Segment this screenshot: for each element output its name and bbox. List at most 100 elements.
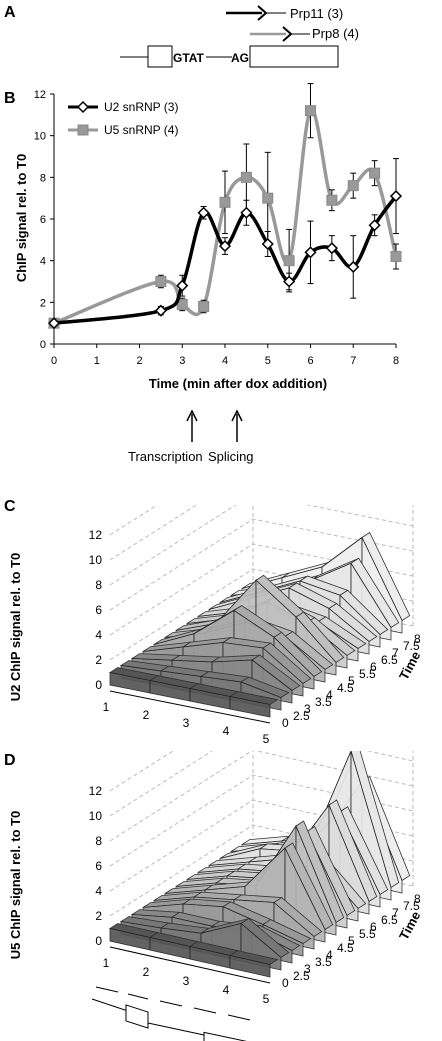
depth-tick-label: 4 xyxy=(326,688,333,702)
z-tick-label: 6 xyxy=(95,859,102,873)
c-y-axis-label: U2 ChIP signal rel. to T0 xyxy=(8,553,23,702)
ribbons xyxy=(108,751,411,978)
data-point xyxy=(368,219,381,232)
data-point xyxy=(283,255,295,267)
data-point xyxy=(389,190,403,203)
depth-tick-label: 7.5 xyxy=(403,899,420,913)
depth-tick-label: 5.5 xyxy=(359,667,376,681)
gene-structure: GTAT AG xyxy=(120,45,339,68)
z-tick-label: 2 xyxy=(95,909,102,923)
data-point xyxy=(218,240,232,253)
b-y-tick-label: 10 xyxy=(34,131,46,143)
probe-prp8-label: Prp8 (4) xyxy=(312,26,359,41)
z-tick-label: 8 xyxy=(95,578,102,592)
x-tick-label: 3 xyxy=(183,716,190,730)
depth-tick-label: 8 xyxy=(414,892,421,906)
legend-u2: U2 snRNP (3) xyxy=(104,100,178,114)
b-x-tick-label: 5 xyxy=(265,355,271,367)
legend-u5: U5 snRNP (4) xyxy=(104,123,178,137)
b-x-tick-label: 6 xyxy=(307,355,313,367)
data-point xyxy=(240,171,252,183)
depth-tick-label: 5.5 xyxy=(359,927,376,941)
z-tick-label: 10 xyxy=(89,553,103,567)
depth-tick-label: 6 xyxy=(370,660,377,674)
ribbons xyxy=(108,532,411,718)
depth-tick-label: 8 xyxy=(414,632,421,646)
x-tick-label: 5 xyxy=(263,992,270,1006)
depth-tick-label: 7.5 xyxy=(403,639,420,653)
exon-2 xyxy=(249,45,339,68)
z-tick-label: 4 xyxy=(95,884,102,898)
x-tick-label: 3 xyxy=(183,974,190,988)
data-point xyxy=(198,301,210,312)
x-tick-label: 2 xyxy=(143,965,150,979)
series-u2 xyxy=(47,158,403,330)
x-axis-line xyxy=(109,690,271,724)
data-point xyxy=(347,260,360,273)
b-x-tick-label: 3 xyxy=(179,355,185,367)
ribbon-side xyxy=(229,696,271,718)
data-point xyxy=(347,180,359,192)
annotation-splicing: Splicing xyxy=(208,449,254,464)
z-tick-label: 2 xyxy=(95,653,102,667)
b-y-tick-label: 8 xyxy=(40,172,46,184)
data-point xyxy=(219,196,231,208)
depth-tick-label: 2.5 xyxy=(293,709,310,723)
depth-tick-label: 3 xyxy=(304,702,311,716)
x-axis: 1 2 3 4 5 xyxy=(103,690,271,746)
x-tick-label: 1 xyxy=(103,700,110,714)
grid-line xyxy=(109,518,414,611)
b-x-tick-label: 8 xyxy=(393,355,399,367)
probe-prp11-label: Prp11 (3) xyxy=(290,6,343,21)
grid-line xyxy=(109,505,414,586)
z-tick-label: 0 xyxy=(95,934,102,948)
depth-tick-label: 3.5 xyxy=(315,955,332,969)
grid-line xyxy=(109,751,414,817)
depth-tick-label: 6 xyxy=(370,920,377,934)
x-tick-label: 1 xyxy=(103,956,110,970)
data-point xyxy=(47,317,61,330)
b-x-tick-label: 0 xyxy=(51,355,57,367)
b-y-tick-label: 2 xyxy=(40,297,46,309)
grid-line xyxy=(109,505,159,536)
seq-gtat: GTAT xyxy=(173,51,205,65)
grid-line xyxy=(109,505,198,561)
z-tick-label: 12 xyxy=(89,784,103,798)
data-point xyxy=(197,206,210,219)
grid-line xyxy=(109,751,174,792)
panel-letter-d: D xyxy=(4,752,16,769)
z-tick-label: 12 xyxy=(89,528,103,542)
x-tick-label: 4 xyxy=(223,724,230,738)
legend: U2 snRNP (3) U5 snRNP (4) xyxy=(68,100,178,137)
depth-tick-label: 4.5 xyxy=(337,681,354,695)
data-point xyxy=(283,275,296,288)
depth-tick-label: 5 xyxy=(348,674,355,688)
data-point xyxy=(304,246,317,259)
seq-ag: AG xyxy=(231,51,249,65)
b-x-tick-label: 7 xyxy=(350,355,356,367)
data-point xyxy=(154,304,167,317)
depth-tick-label: 5 xyxy=(348,934,355,948)
b-y-tick-label: 4 xyxy=(40,256,46,268)
b-x-tick-label: 2 xyxy=(136,355,142,367)
data-point xyxy=(305,105,316,117)
z-tick-label: 0 xyxy=(95,678,102,692)
x-tick-label: 4 xyxy=(223,983,230,997)
data-point xyxy=(325,242,338,255)
depth-tick-label: 2.5 xyxy=(293,969,310,983)
depth-tick-label: 4 xyxy=(326,948,333,962)
data-point xyxy=(369,167,381,179)
panel-letter-b: B xyxy=(4,90,16,107)
data-point xyxy=(240,206,253,219)
z-tick-label: 8 xyxy=(95,834,102,848)
gene-schematic-d xyxy=(91,986,269,1041)
gene-diagram: Prp11 (3) Prp8 (4) GTAT AG xyxy=(120,5,359,68)
z-tick-label: 4 xyxy=(95,628,102,642)
b-y-tick-label: 6 xyxy=(40,214,46,226)
depth-tick-label: 3 xyxy=(304,962,311,976)
grid-line xyxy=(109,774,414,867)
probe-prp11: Prp11 (3) xyxy=(226,5,343,21)
x-axis-line xyxy=(109,946,271,984)
